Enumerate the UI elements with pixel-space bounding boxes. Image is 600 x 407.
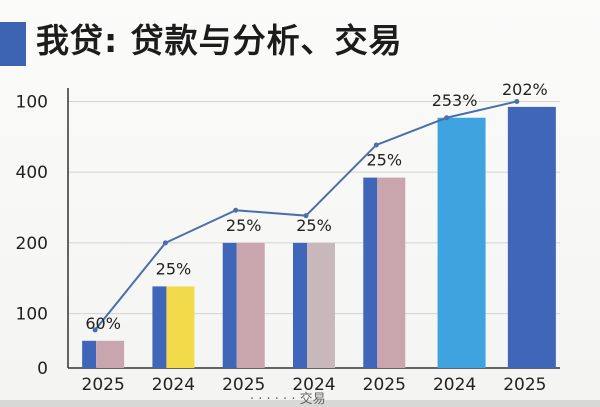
bar [437, 117, 486, 368]
data-label: 25% [156, 259, 192, 278]
bar [507, 106, 556, 368]
bar-segment-secondary [166, 286, 195, 368]
x-tick-label: 2024 [152, 375, 195, 395]
bar-segment-primary [222, 242, 237, 368]
x-tick-label: 2025 [363, 375, 406, 395]
bar-segment-primary [293, 242, 307, 368]
y-tick-label: 100 [16, 305, 48, 325]
x-tick-label: 2024 [292, 375, 335, 395]
labels: 0 100 200 400 100 2025 60% 2024 25% 2025 25% 2024 25… [16, 80, 548, 395]
bar-segment-secondary [307, 242, 335, 368]
bar-segment-primary [82, 340, 97, 368]
data-label: 60% [85, 314, 121, 333]
trend-point [514, 98, 520, 104]
bar-segment-secondary [236, 242, 265, 368]
x-tick-label: 2025 [503, 375, 546, 395]
chart-title: 我贷: 贷款与分析、交易 [36, 21, 403, 60]
data-label: 202% [502, 80, 548, 99]
y-tick-label: 0 [37, 359, 48, 379]
data-label: 25% [367, 151, 403, 170]
bar-segment-primary [363, 177, 378, 368]
x-tick-label: 2024 [433, 375, 476, 395]
trend-point [92, 327, 98, 333]
footnote-text: · · · · · · 交易 [250, 392, 326, 407]
bar-segment-primary [152, 286, 167, 368]
trend-line [92, 98, 520, 333]
bars [82, 106, 556, 368]
y-tick-label: 100 [16, 92, 48, 112]
bar-segment-secondary [96, 340, 125, 368]
title-accent-bar [0, 22, 26, 66]
x-tick-label: 2025 [222, 375, 265, 395]
bar-segment-secondary [377, 177, 406, 368]
data-label: 25% [296, 216, 332, 235]
x-tick-label: 2025 [82, 375, 125, 395]
y-tick-label: 200 [16, 234, 48, 254]
trend-point [233, 207, 239, 213]
trend-point [373, 142, 379, 148]
trend-point [444, 115, 450, 121]
trend-point [162, 240, 168, 246]
y-tick-label: 400 [16, 163, 48, 183]
data-label: 25% [226, 216, 262, 235]
trend-point [303, 213, 309, 219]
data-label: 253% [432, 91, 478, 110]
